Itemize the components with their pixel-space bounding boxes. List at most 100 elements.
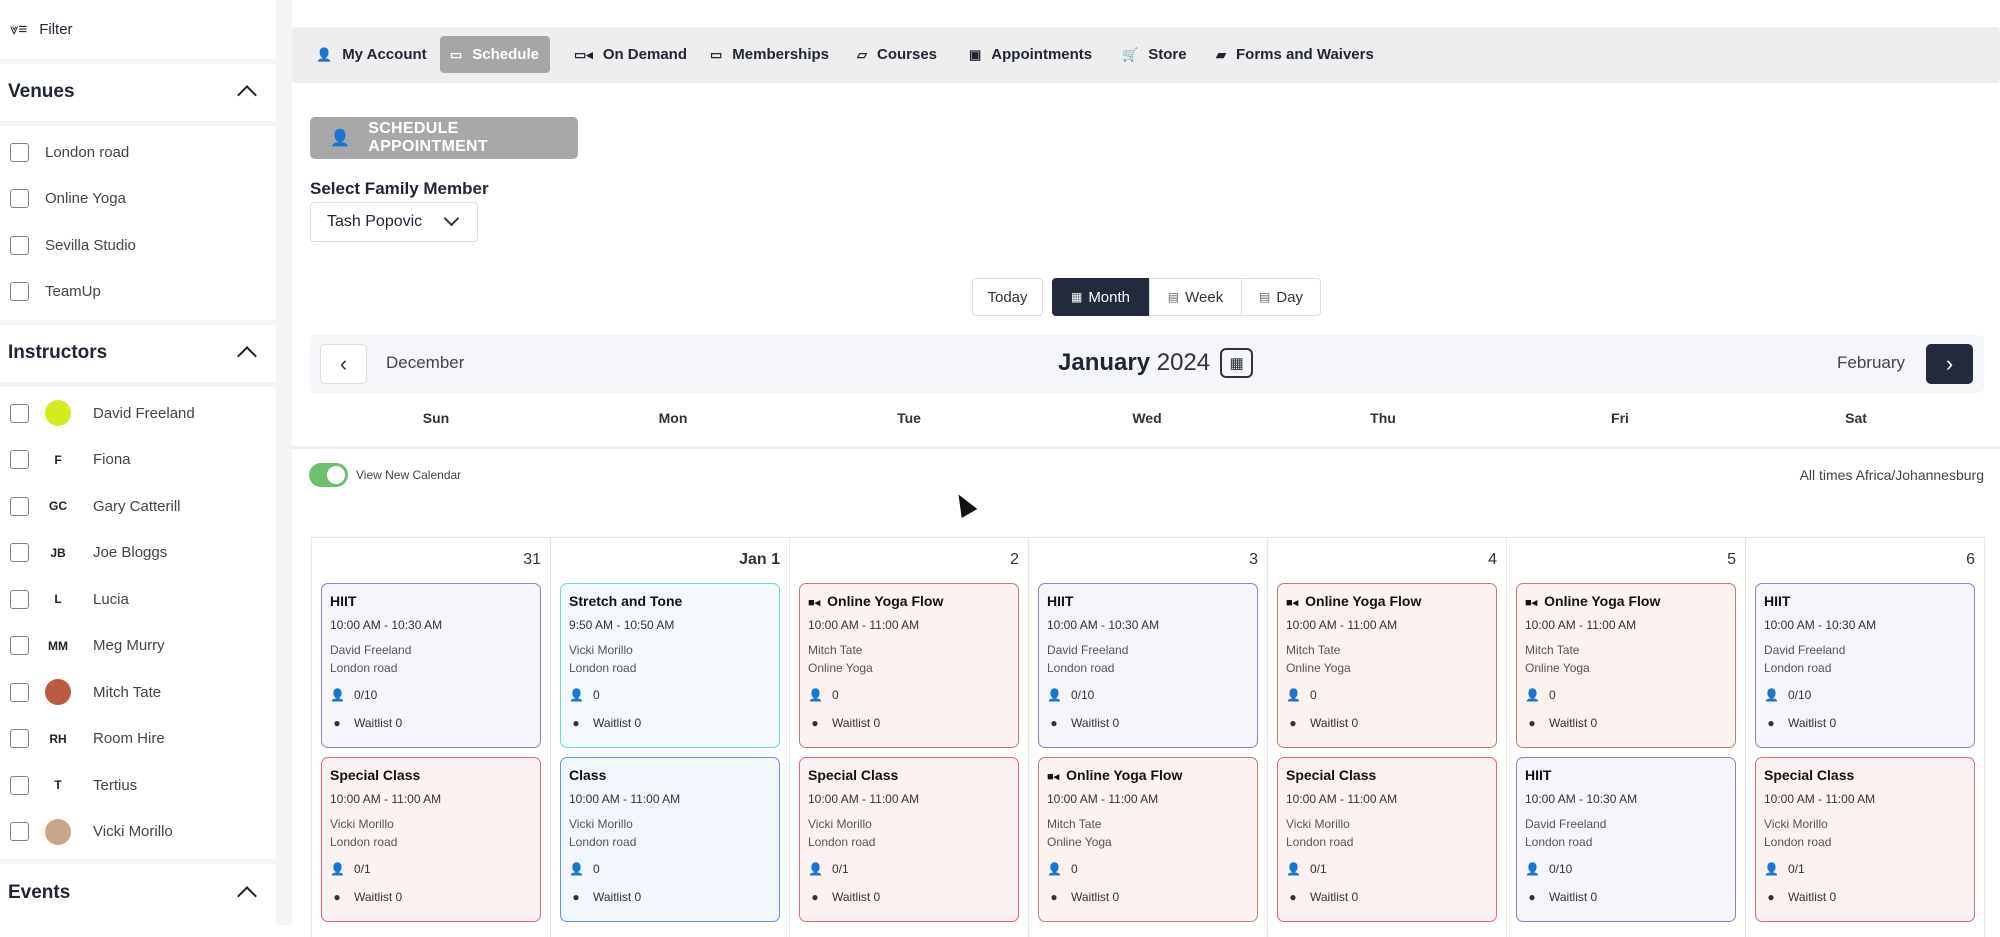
- clock-icon: ●: [1050, 890, 1058, 904]
- clock-icon: ●: [811, 890, 819, 904]
- instructor-filter-item[interactable]: F Fiona: [10, 445, 131, 475]
- instructor-filter-item[interactable]: Mitch Tate: [10, 677, 161, 707]
- waitlist-count: Waitlist 0: [1549, 890, 1598, 904]
- instructor-filter-item[interactable]: JB Joe Bloggs: [10, 538, 167, 568]
- event-card[interactable]: Stretch and Tone 9:50 AM - 10:50 AM Vicki …: [560, 583, 780, 748]
- checkbox[interactable]: [10, 589, 29, 609]
- filter-label: Filter: [39, 21, 73, 38]
- venue-filter-item[interactable]: Sevilla Studio: [10, 230, 136, 260]
- attendance-count: 0: [1310, 688, 1317, 702]
- checkbox[interactable]: [10, 189, 29, 208]
- month-view-button[interactable]: ▦ Month: [1052, 278, 1149, 316]
- person-icon: 👤: [1764, 688, 1779, 702]
- clock-icon: ●: [1528, 890, 1536, 904]
- event-card[interactable]: ■◂ Online Yoga Flow 10:00 AM - 11:00 AM Mit…: [1038, 757, 1258, 922]
- date-number: 3: [1249, 551, 1258, 568]
- instructor-filter-item[interactable]: GC Gary Catterill: [10, 491, 181, 521]
- prev-month-button[interactable]: ‹: [320, 344, 367, 384]
- venue-filter-item[interactable]: TeamUp: [10, 277, 101, 307]
- instructor-filter-item[interactable]: Vicki Morillo: [10, 817, 173, 847]
- instructors-heading: Instructors: [8, 342, 108, 363]
- event-title-row: Class: [569, 767, 771, 785]
- nav-tab-forms-and-waivers[interactable]: ▰ Forms and Waivers: [1206, 36, 1384, 73]
- video-icon: ■◂: [1047, 771, 1060, 783]
- day-cell[interactable]: 6 HIIT 10:00 AM - 10:30 AM David Freeland Lo…: [1745, 537, 1985, 937]
- attendance-row: 👤 0: [569, 862, 771, 876]
- day-cell[interactable]: Jan 1 Stretch and Tone 9:50 AM - 10:50 AM V…: [550, 537, 789, 937]
- checkbox[interactable]: [10, 729, 29, 748]
- checkbox[interactable]: [10, 496, 29, 516]
- day-cell[interactable]: 3 HIIT 10:00 AM - 10:30 AM David Freeland Lo…: [1028, 537, 1267, 937]
- event-card[interactable]: HIIT 10:00 AM - 10:30 AM David Freeland Lon…: [1755, 583, 1975, 748]
- event-card[interactable]: HIIT 10:00 AM - 10:30 AM David Freeland Lon…: [1038, 583, 1258, 748]
- instructor-label: Vicki Morillo: [93, 823, 173, 840]
- week-view-button[interactable]: ▤ Week: [1149, 278, 1242, 316]
- prev-month-label[interactable]: December: [386, 353, 465, 372]
- event-card[interactable]: ■◂ Online Yoga Flow 10:00 AM - 11:00 AM Mit…: [1516, 583, 1736, 748]
- week-label: Week: [1185, 288, 1224, 306]
- event-card[interactable]: Class 10:00 AM - 11:00 AM Vicki Morillo Lon…: [560, 757, 780, 922]
- day-view-button[interactable]: ▤ Day: [1241, 278, 1321, 316]
- nav-tab-my-account[interactable]: 👤 My Account: [306, 36, 437, 73]
- event-card[interactable]: Special Class 10:00 AM - 11:00 AM Vicki Mo…: [799, 757, 1019, 922]
- checkbox[interactable]: [10, 822, 29, 841]
- next-month-button[interactable]: ›: [1926, 344, 1973, 384]
- nav-tab-store[interactable]: 🛒 Store: [1112, 36, 1197, 73]
- schedule-appointment-button[interactable]: 👤 SCHEDULE APPOINTMENT: [310, 117, 578, 159]
- instructors-collapse-icon[interactable]: [237, 346, 257, 366]
- event-card[interactable]: Special Class 10:00 AM - 11:00 AM Vicki Mo…: [1277, 757, 1497, 922]
- event-instructor: Vicki Morillo: [808, 817, 872, 831]
- instructor-filter-item[interactable]: MM Meg Murry: [10, 631, 165, 661]
- checkbox[interactable]: [10, 450, 29, 469]
- nav-tab-schedule[interactable]: ▭ Schedule: [440, 36, 550, 73]
- event-time: 10:00 AM - 11:00 AM: [808, 792, 920, 806]
- checkbox[interactable]: [10, 775, 29, 795]
- event-card[interactable]: ■◂ Online Yoga Flow 10:00 AM - 11:00 AM Mit…: [1277, 583, 1497, 748]
- waitlist-row: ● Waitlist 0: [808, 716, 1010, 730]
- checkbox[interactable]: [10, 543, 29, 562]
- day-cell[interactable]: 5 ■◂ Online Yoga Flow 10:00 AM - 11:00 AM Mi…: [1506, 537, 1745, 937]
- checkbox[interactable]: [10, 682, 29, 702]
- attendance-count: 0/10: [1788, 688, 1812, 702]
- waitlist-count: Waitlist 0: [1549, 716, 1598, 730]
- nav-tab-courses[interactable]: ▱ Courses: [847, 36, 947, 73]
- checkbox[interactable]: [10, 235, 29, 255]
- checkbox[interactable]: [10, 142, 29, 162]
- events-collapse-icon[interactable]: [237, 886, 257, 906]
- day-cell[interactable]: 2 ■◂ Online Yoga Flow 10:00 AM - 11:00 AM Mi…: [789, 537, 1028, 937]
- event-title: Special Class: [330, 767, 421, 783]
- event-card[interactable]: Special Class 10:00 AM - 11:00 AM Vicki Mo…: [1755, 757, 1975, 922]
- checkbox[interactable]: [10, 403, 29, 423]
- view-new-calendar-toggle[interactable]: [309, 463, 348, 487]
- instructor-filter-item[interactable]: L Lucia: [10, 584, 129, 614]
- filter-button[interactable]: ⩔≡ Filter: [10, 21, 73, 38]
- venues-collapse-icon[interactable]: [237, 85, 257, 105]
- day-cell[interactable]: 31 HIIT 10:00 AM - 10:30 AM David Freeland L…: [311, 537, 550, 937]
- nav-tab-appointments[interactable]: ▣ Appointments: [959, 36, 1102, 73]
- event-card[interactable]: ■◂ Online Yoga Flow 10:00 AM - 11:00 AM Mit…: [799, 583, 1019, 748]
- day-cell[interactable]: 4 ■◂ Online Yoga Flow 10:00 AM - 11:00 AM Mi…: [1267, 537, 1506, 937]
- nav-tab-on-demand[interactable]: ▭◂ On Demand: [564, 36, 697, 73]
- next-month-label[interactable]: February: [1837, 353, 1906, 372]
- event-card[interactable]: HIIT 10:00 AM - 10:30 AM David Freeland Lon…: [321, 583, 541, 748]
- instructor-filter-item[interactable]: David Freeland: [10, 398, 195, 428]
- waitlist-row: ● Waitlist 0: [1525, 890, 1727, 904]
- event-card[interactable]: HIIT 10:00 AM - 10:30 AM David Freeland Lon…: [1516, 757, 1736, 922]
- event-instructor: Vicki Morillo: [569, 643, 633, 657]
- instructor-filter-item[interactable]: RH Room Hire: [10, 724, 165, 754]
- venue-filter-item[interactable]: Online Yoga: [10, 184, 126, 214]
- checkbox[interactable]: [10, 636, 29, 655]
- checkbox[interactable]: [10, 282, 29, 301]
- date-picker-icon[interactable]: ▦: [1220, 348, 1254, 378]
- today-button[interactable]: Today: [972, 278, 1043, 316]
- event-time: 10:00 AM - 11:00 AM: [1525, 618, 1637, 632]
- instructor-filter-item[interactable]: T Tertius: [10, 770, 137, 800]
- person-icon: 👤: [1047, 688, 1062, 702]
- waitlist-count: Waitlist 0: [354, 716, 403, 730]
- family-member-select[interactable]: Tash Popovic: [310, 202, 478, 242]
- venue-filter-item[interactable]: London road: [10, 137, 129, 167]
- nav-tab-memberships[interactable]: ▭ Memberships: [700, 36, 839, 73]
- event-card[interactable]: Special Class 10:00 AM - 11:00 AM Vicki Mo…: [321, 757, 541, 922]
- person-icon: 👤: [330, 862, 345, 876]
- person-icon: 👤: [808, 862, 823, 876]
